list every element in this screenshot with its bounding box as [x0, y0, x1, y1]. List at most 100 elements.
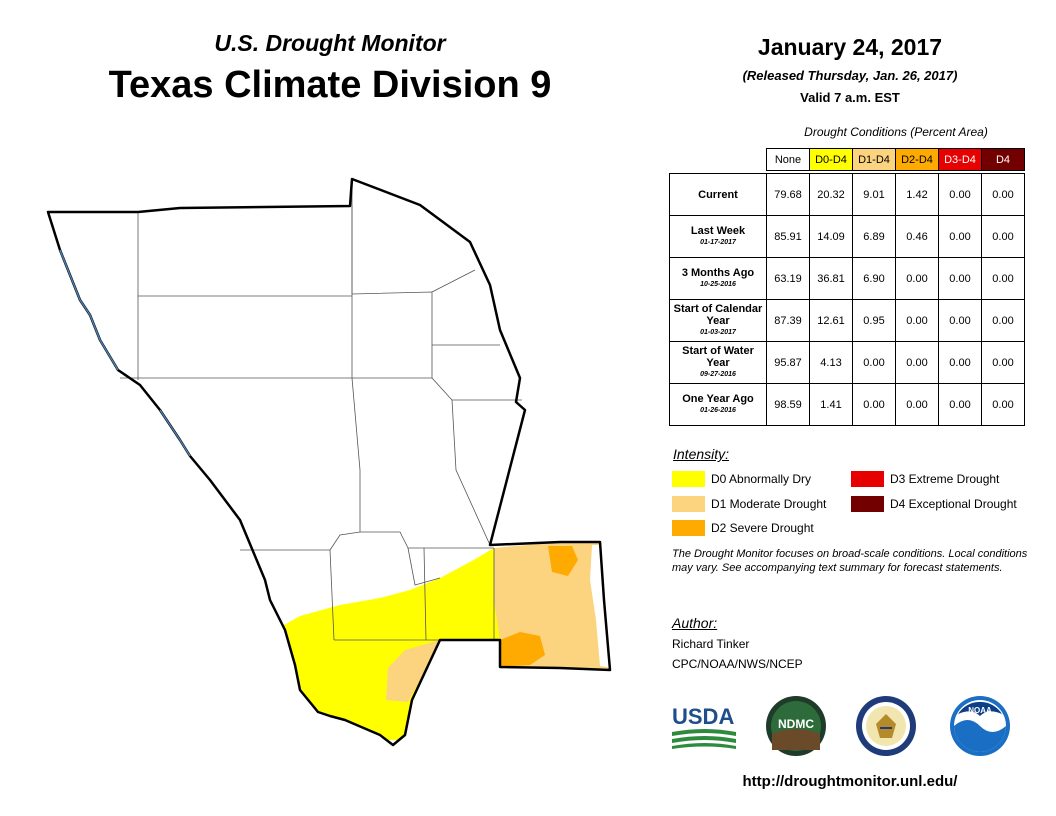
table-cell: 0.00 [981, 173, 1025, 216]
row-date: 09-27-2016 [700, 371, 736, 378]
row-label-text: Last Week [690, 225, 746, 237]
d2-swatch [672, 520, 705, 536]
table-row: 3 Months Ago 10-25-2016 63.19 36.81 6.90 0.00… [669, 257, 1025, 300]
table-cell: 63.19 [766, 257, 810, 300]
row-label: Start of Calendar Year 01-03-2017 [669, 299, 767, 342]
table-cell: 1.42 [895, 173, 939, 216]
table-cell: 6.89 [852, 215, 896, 258]
rio-grande-river [59, 249, 191, 457]
legend-item-d1: D1 Moderate Drought [672, 496, 826, 512]
legend-text-d2: D2 Severe Drought [711, 521, 814, 535]
table-cell: 95.87 [766, 341, 810, 384]
table-cell: 0.00 [981, 341, 1025, 384]
col-header-none: None [766, 148, 810, 171]
table-cell: 0.00 [981, 299, 1025, 342]
table-cell: 0.00 [852, 341, 896, 384]
col-header-d4: D4 [981, 148, 1025, 171]
table-cell: 0.95 [852, 299, 896, 342]
drought-conditions-table: None D0-D4 D1-D4 D2-D4 D3-D4 D4 Current 7… [669, 148, 1025, 426]
table-cell: 87.39 [766, 299, 810, 342]
col-header-d1-d4: D1-D4 [852, 148, 896, 171]
table-cell: 98.59 [766, 383, 810, 426]
row-label-text: One Year Ago [682, 393, 754, 405]
legend-item-d2: D2 Severe Drought [672, 520, 814, 536]
table-cell: 0.00 [895, 383, 939, 426]
row-label-text: Start of Calendar Year [673, 303, 763, 327]
row-date: 01-03-2017 [700, 329, 736, 336]
col-header-d0-d4: D0-D4 [809, 148, 853, 171]
col-header-d3-d4: D3-D4 [938, 148, 982, 171]
noaa-logo-text: NOAA [968, 706, 992, 715]
ndmc-logo-text: NDMC [778, 717, 814, 731]
table-cell: 6.90 [852, 257, 896, 300]
row-label: Current [669, 173, 767, 216]
table-cell: 85.91 [766, 215, 810, 258]
usda-logo: USDA [672, 704, 736, 749]
release-date: (Released Thursday, Jan. 26, 2017) [742, 68, 958, 83]
row-date: 10-25-2016 [700, 281, 736, 288]
row-label: Start of Water Year 09-27-2016 [669, 341, 767, 384]
legend-text-d0: D0 Abnormally Dry [711, 472, 812, 486]
county-lines [120, 179, 522, 667]
table-row: Last Week 01-17-2017 85.91 14.09 6.89 0.46 0.0… [669, 215, 1025, 258]
d4-swatch [851, 496, 884, 512]
table-row: Start of Calendar Year 01-03-2017 87.39 12.… [669, 299, 1025, 342]
legend-item-d0: D0 Abnormally Dry [672, 471, 811, 487]
table-cell: 0.00 [981, 215, 1025, 258]
table-cell: 9.01 [852, 173, 896, 216]
col-header-d2-d4: D2-D4 [895, 148, 939, 171]
table-cell: 1.41 [809, 383, 853, 426]
table-cell: 0.00 [895, 257, 939, 300]
table-cell: 0.00 [895, 299, 939, 342]
table-cell: 0.00 [938, 383, 982, 426]
table-cell: 12.61 [809, 299, 853, 342]
table-caption: Drought Conditions (Percent Area) [804, 125, 988, 139]
d1-swatch [672, 496, 705, 512]
legend-text-d3: D3 Extreme Drought [890, 472, 1000, 486]
row-label-text: Current [698, 188, 738, 201]
row-label: One Year Ago 01-26-2016 [669, 383, 767, 426]
table-cell: 79.68 [766, 173, 810, 216]
row-label-text: 3 Months Ago [681, 267, 755, 279]
legend-text-d1: D1 Moderate Drought [711, 497, 827, 511]
legend-text-d4: D4 Exceptional Drought [890, 497, 1017, 511]
map-title: Texas Climate Division 9 [108, 64, 552, 106]
table-row: Current 79.68 20.32 9.01 1.42 0.00 0.00 [669, 173, 1025, 216]
table-cell: 0.00 [938, 173, 982, 216]
author-label: Author: [672, 615, 718, 631]
d2-area-south [500, 632, 545, 667]
table-cell: 0.00 [852, 383, 896, 426]
valid-time: Valid 7 a.m. EST [800, 90, 900, 105]
table-cell: 20.32 [809, 173, 853, 216]
row-label-text: Start of Water Year [682, 345, 754, 369]
d0-swatch [672, 471, 705, 487]
table-cell: 14.09 [809, 215, 853, 258]
legend-item-d3: D3 Extreme Drought [851, 471, 999, 487]
d1-area-west [386, 640, 440, 702]
disclaimer-note: The Drought Monitor focuses on broad-sca… [672, 548, 1028, 574]
table-cell: 0.00 [981, 383, 1025, 426]
source-url[interactable]: http://droughtmonitor.unl.edu/ [742, 773, 958, 790]
table-cell: 0.00 [895, 341, 939, 384]
noaa-logo: NOAA [950, 696, 1010, 756]
author-name: Richard Tinker [672, 637, 750, 651]
map-subtitle: U.S. Drought Monitor [214, 30, 446, 56]
ndmc-logo: NDMC [766, 696, 826, 756]
table-cell: 0.46 [895, 215, 939, 258]
d0-area [270, 548, 530, 740]
table-cell: 0.00 [938, 299, 982, 342]
table-cell: 0.00 [938, 215, 982, 258]
intensity-label: Intensity: [673, 446, 730, 462]
table-cell: 0.00 [938, 341, 982, 384]
division-outline [46, 177, 612, 747]
row-label: 3 Months Ago 10-25-2016 [669, 257, 767, 300]
d2-area [548, 546, 578, 576]
table-cell: 4.13 [809, 341, 853, 384]
table-row: One Year Ago 01-26-2016 98.59 1.41 0.00 0.00 0… [669, 383, 1025, 426]
drought-map [46, 177, 612, 747]
row-date: 01-17-2017 [700, 239, 736, 246]
row-label: Last Week 01-17-2017 [669, 215, 767, 258]
row-date: 01-26-2016 [700, 407, 736, 414]
table-row: Start of Water Year 09-27-2016 95.87 4.13 0.… [669, 341, 1025, 384]
d3-swatch [851, 471, 884, 487]
